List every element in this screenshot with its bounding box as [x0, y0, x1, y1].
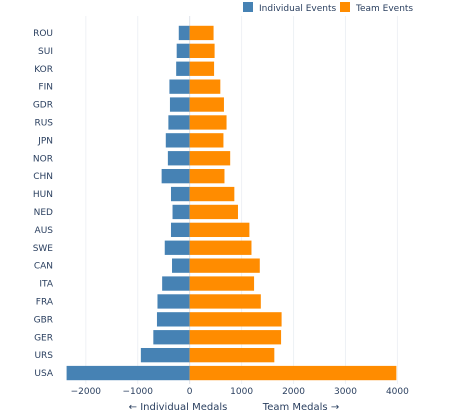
- x-tick-label: −1000: [123, 387, 154, 397]
- y-tick-label: FIN: [38, 83, 53, 93]
- y-tick-label: NED: [34, 208, 53, 218]
- legend-label-team: Team Events: [355, 4, 413, 14]
- bar-individual: [170, 222, 190, 238]
- y-tick-label: CAN: [34, 262, 53, 272]
- x-tick-label: 1000: [230, 387, 253, 397]
- bar-team: [189, 347, 275, 363]
- y-tick-label: GER: [34, 333, 53, 343]
- bar-team: [189, 365, 397, 381]
- bar-team: [189, 240, 252, 255]
- bar-individual: [172, 258, 190, 273]
- bar-team: [189, 133, 224, 148]
- bar-team: [189, 151, 231, 166]
- bar-team: [189, 222, 250, 238]
- bar-team: [189, 294, 261, 309]
- bar-individual: [162, 276, 190, 291]
- legend-label-individual: Individual Events: [259, 4, 336, 14]
- bar-individual: [165, 133, 190, 148]
- y-tick-label: FRA: [36, 297, 54, 307]
- y-tick-label: KOR: [34, 65, 53, 75]
- y-tick-label: SWE: [33, 244, 54, 254]
- y-tick-label: ROU: [33, 29, 53, 39]
- x-tick-label: −2000: [71, 387, 102, 397]
- y-tick-label: URS: [34, 351, 53, 361]
- bar-individual: [172, 204, 190, 220]
- bar-team: [189, 204, 238, 220]
- legend-swatch-team: [340, 2, 350, 12]
- bar-team: [189, 61, 215, 76]
- y-tick-label: GBR: [34, 315, 53, 325]
- y-tick-label: USA: [34, 369, 53, 379]
- bar-individual: [176, 43, 190, 59]
- bar-individual: [161, 168, 190, 184]
- bar-team: [189, 25, 214, 41]
- y-tick-label: AUS: [35, 226, 54, 236]
- bar-individual: [66, 365, 190, 381]
- bar-individual: [178, 25, 190, 41]
- bar-team: [189, 168, 225, 184]
- bar-individual: [164, 240, 190, 255]
- bar-individual: [169, 79, 190, 94]
- bar-team: [189, 97, 224, 112]
- bar-individual: [140, 347, 190, 363]
- bar-individual: [170, 186, 190, 202]
- bar-individual: [176, 61, 190, 76]
- bar-individual: [157, 294, 190, 309]
- bar-team: [189, 186, 235, 202]
- legend-swatch-individual: [243, 2, 253, 12]
- bar-team: [189, 79, 221, 94]
- x-tick-label: 2000: [282, 387, 305, 397]
- x-axis-label-left: ← Individual Medals: [129, 402, 228, 413]
- y-tick-label: GDR: [33, 101, 53, 111]
- bar-individual: [169, 97, 190, 112]
- bar-team: [189, 258, 260, 273]
- y-tick-label: RUS: [34, 118, 53, 128]
- bar-team: [189, 115, 227, 130]
- y-tick-label: NOR: [33, 154, 53, 164]
- y-tick-label: ITA: [39, 280, 53, 290]
- bar-individual: [168, 115, 190, 130]
- x-tick-label: 4000: [386, 387, 409, 397]
- bar-team: [189, 43, 215, 59]
- y-tick-label: CHN: [33, 172, 53, 182]
- y-tick-label: HUN: [33, 190, 53, 200]
- bar-individual: [156, 312, 190, 327]
- bar-team: [189, 330, 282, 345]
- x-tick-label: 3000: [334, 387, 357, 397]
- y-tick-label: SUI: [38, 47, 53, 57]
- x-axis-label-right: Team Medals →: [262, 402, 339, 413]
- bar-team: [189, 312, 282, 327]
- y-tick-label: JPN: [37, 136, 53, 146]
- x-tick-label: 0: [187, 387, 193, 397]
- bar-individual: [153, 330, 190, 345]
- bar-individual: [167, 151, 190, 166]
- bar-team: [189, 276, 255, 291]
